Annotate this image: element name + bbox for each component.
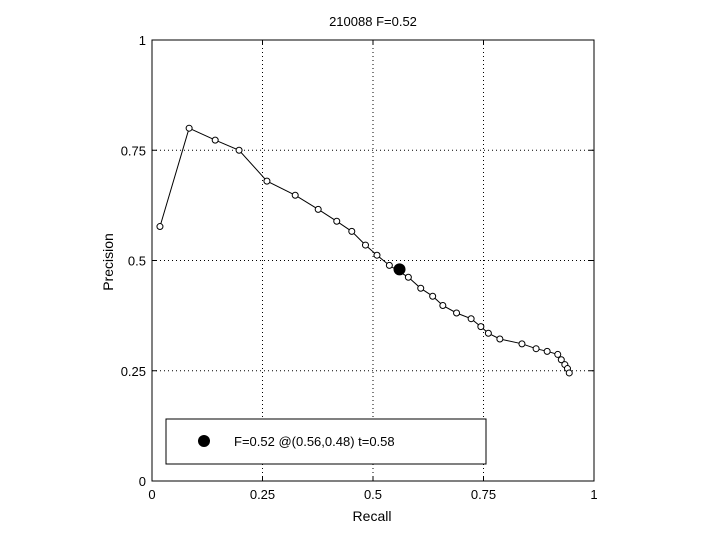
data-point xyxy=(211,136,219,144)
data-point xyxy=(314,205,322,213)
data-point xyxy=(373,251,381,259)
data-point xyxy=(429,292,437,300)
y-tick-label: 0.5 xyxy=(128,254,146,269)
chart-title: 210088 F=0.52 xyxy=(329,14,417,29)
data-point xyxy=(453,309,461,317)
data-point xyxy=(543,347,551,355)
data-point xyxy=(477,323,485,331)
data-point xyxy=(484,329,492,337)
legend-marker xyxy=(198,435,210,447)
y-tick-label: 0.75 xyxy=(121,143,146,158)
data-point xyxy=(404,273,412,281)
x-tick-label: 0 xyxy=(148,487,155,502)
data-point xyxy=(185,124,193,132)
data-point xyxy=(361,241,369,249)
grid-lines xyxy=(152,40,594,481)
legend-box xyxy=(165,418,487,465)
legend-label: F=0.52 @(0.56,0.48) t=0.58 xyxy=(234,434,395,449)
data-point xyxy=(518,340,526,348)
y-tick-label: 0 xyxy=(139,474,146,489)
data-point xyxy=(565,369,573,377)
data-point xyxy=(263,177,271,185)
x-tick-label: 0.25 xyxy=(250,487,275,502)
data-point xyxy=(417,284,425,292)
best-f-point xyxy=(393,263,406,276)
data-point xyxy=(156,223,164,231)
x-tick-label: 0.5 xyxy=(364,487,382,502)
data-point xyxy=(235,146,243,154)
tick-group: 0 0.25 0.5 0.75 1 0 0.25 0.5 0.75 1 xyxy=(121,33,598,502)
data-point xyxy=(291,191,299,199)
data-point xyxy=(348,227,356,235)
data-point xyxy=(557,356,565,364)
data-point xyxy=(496,335,504,343)
y-tick-label: 1 xyxy=(139,33,146,48)
data-point xyxy=(554,350,562,358)
x-tick-label: 1 xyxy=(590,487,597,502)
x-tick-label: 0.75 xyxy=(471,487,496,502)
legend: F=0.52 @(0.56,0.48) t=0.58 xyxy=(165,418,487,465)
series-group xyxy=(156,124,573,377)
data-point xyxy=(333,217,341,225)
data-point xyxy=(439,301,447,309)
data-point xyxy=(467,315,475,323)
data-point xyxy=(385,261,393,269)
data-point xyxy=(532,345,540,353)
y-tick-label: 0.25 xyxy=(121,364,146,379)
x-axis-title: Recall xyxy=(353,508,392,524)
y-axis-title: Precision xyxy=(100,233,116,291)
